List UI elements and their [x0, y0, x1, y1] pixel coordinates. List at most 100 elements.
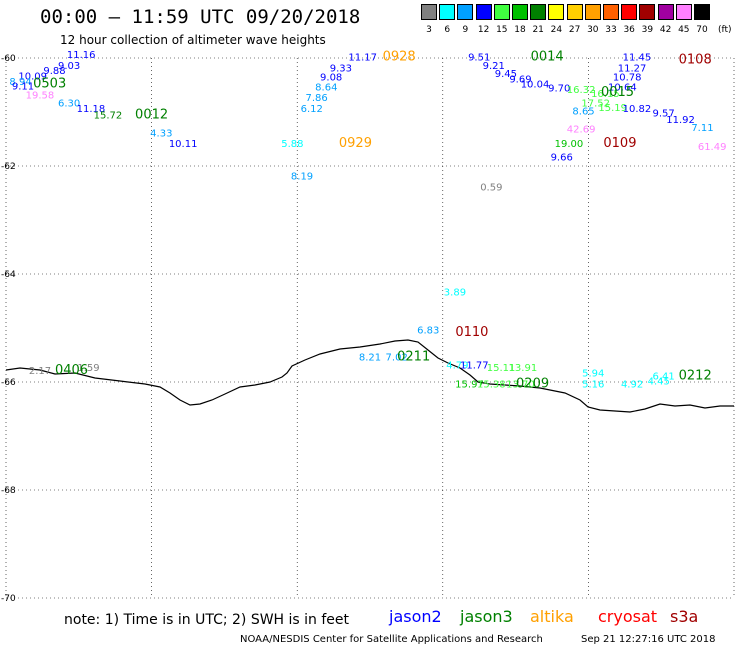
legend-label: 12	[477, 25, 490, 35]
legend-swatch	[457, 4, 474, 20]
antarctic-coastline	[5, 339, 734, 413]
pass-time-label: 0212	[679, 368, 712, 383]
wave-height-value: 15.11	[487, 363, 516, 374]
legend-label: 6	[444, 25, 451, 35]
wave-height-value: 15.72	[94, 110, 123, 121]
wave-height-value: 19.58	[26, 91, 55, 102]
wave-height-value: 9.69	[509, 74, 531, 85]
pass-time-label: 0109	[603, 136, 636, 151]
wave-height-map: 11.169.039.8810.098.949.1119.586.3011.18…	[1, 50, 735, 603]
wave-height-value: 9.51	[468, 53, 490, 64]
wave-height-value: 42.69	[567, 125, 596, 136]
wave-height-value: 13.91	[509, 363, 538, 374]
wave-height-value: 5.88	[281, 139, 303, 150]
wave-height-value: 5.94	[582, 369, 604, 380]
wave-height-value: 10.11	[169, 139, 198, 150]
data-points: 11.169.039.8810.098.949.1119.586.3011.18…	[9, 50, 726, 390]
wave-height-value: 3.89	[444, 288, 466, 299]
y-tick-label: -70	[1, 594, 16, 603]
wave-height-value: 10.78	[613, 73, 642, 84]
legend-swatch	[475, 4, 492, 20]
wave-height-value: 2.17	[29, 366, 51, 377]
wave-height-value: 9.88	[43, 66, 65, 77]
wave-height-value: 11.27	[618, 64, 647, 75]
wave-height-value: 9.66	[551, 153, 573, 164]
wave-height-value: 10.04	[521, 80, 550, 91]
legend-swatch	[639, 4, 656, 20]
wave-height-value: 15.19	[598, 103, 627, 114]
wave-height-value: 11.17	[348, 53, 377, 64]
wave-height-value: 9.57	[652, 108, 674, 119]
legend-swatch	[530, 4, 547, 20]
wave-height-value: 17.52	[581, 99, 610, 110]
wave-height-value: 7.86	[305, 93, 327, 104]
pass-time-label: 0110	[455, 325, 488, 340]
wave-height-value: 11.16	[67, 50, 96, 61]
legend-label: 27	[568, 25, 581, 35]
y-tick-label: -64	[1, 270, 16, 280]
wave-height-value: 9.08	[320, 73, 342, 84]
wave-height-value: 8.65	[572, 107, 594, 118]
wave-height-value: 4.92	[621, 379, 643, 390]
wave-height-value: 15.38	[477, 379, 506, 390]
wave-height-value: 9.45	[495, 69, 517, 80]
satellite-name: s3a	[670, 607, 699, 626]
wave-height-value: 7.11	[691, 123, 713, 134]
grid-lines	[5, 57, 735, 599]
pass-time-label: 0928	[383, 50, 416, 65]
legend-label: 39	[641, 25, 654, 35]
wave-height-value: 9.70	[548, 83, 570, 94]
wave-height-value: 7.02	[386, 352, 408, 363]
legend-label: 45	[678, 25, 690, 35]
legend-label: 33	[605, 25, 617, 35]
legend-unit: (ft)	[718, 25, 732, 35]
wave-height-value: 13.70	[506, 379, 535, 390]
wave-height-value: 8.21	[359, 352, 381, 363]
satellite-name: altika	[530, 607, 574, 626]
legend-label: 70	[696, 25, 708, 35]
wave-height-value: 8.19	[291, 172, 313, 183]
legend-swatch	[548, 4, 565, 20]
legend-label: 3	[426, 25, 432, 35]
legend-swatch	[621, 4, 638, 20]
wave-height-value: 9.21	[483, 61, 505, 72]
legend-swatch	[603, 4, 619, 20]
pass-time-label: 0108	[679, 52, 712, 67]
legend-label: 42	[659, 25, 672, 35]
chart-title: 00:00 – 11:59 UTC 09/20/2018	[40, 6, 361, 28]
wave-height-value: 15.97	[455, 379, 484, 390]
wave-height-value: 5.16	[582, 379, 604, 390]
legend-label: 18	[514, 25, 526, 35]
legend-swatch	[421, 4, 437, 20]
y-tick-label: -68	[1, 486, 16, 496]
wave-height-value: 9.11	[12, 81, 34, 92]
legend-swatch	[439, 4, 456, 20]
legend-label: 9	[462, 25, 469, 35]
footer-timestamp: Sep 21 12:27:16 UTC 2018	[581, 634, 716, 645]
pass-time-label: 0503	[33, 77, 66, 92]
pass-time-label: 0015	[601, 85, 634, 100]
wave-height-value: 6.41	[652, 371, 674, 382]
y-tick-label: -62	[1, 162, 16, 172]
pass-time-label: 0211	[397, 349, 430, 364]
wave-height-value: 10.64	[608, 82, 637, 93]
wave-height-value: 10.09	[18, 72, 47, 83]
wave-height-value: 6.83	[417, 325, 439, 336]
satellite-name: jason2	[389, 607, 442, 626]
wave-height-value: 11.45	[623, 53, 652, 64]
pass-time-label: 0014	[531, 50, 564, 65]
pass-time-label: 0012	[135, 107, 168, 122]
legend-swatch	[512, 4, 528, 20]
legend-swatch	[657, 4, 674, 20]
satellite-name: jason3	[460, 607, 513, 626]
pass-time-label: 0929	[339, 136, 372, 151]
pass-time-labels: 0503 0012 0929 0928 0014 0015 0109 0108 0110 0211…	[33, 50, 712, 392]
wave-height-value: 6.30	[58, 99, 80, 110]
wave-height-value: 16.32	[567, 85, 596, 96]
pass-time-label: 0209	[516, 376, 549, 391]
wave-height-value: 11.18	[77, 104, 106, 115]
wave-height-value: 4.79	[446, 361, 468, 372]
wave-height-value: 0.59	[480, 182, 502, 193]
legend-swatch	[584, 4, 601, 20]
y-tick-label: -60	[1, 54, 16, 64]
